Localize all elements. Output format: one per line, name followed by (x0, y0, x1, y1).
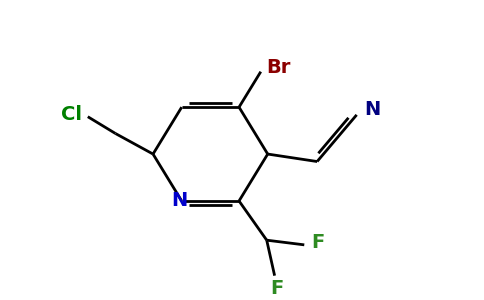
Text: N: N (172, 191, 188, 211)
Text: F: F (312, 233, 325, 253)
Text: Br: Br (266, 58, 291, 77)
Text: Cl: Cl (61, 105, 82, 124)
Text: N: N (364, 100, 380, 119)
Text: F: F (270, 279, 283, 298)
